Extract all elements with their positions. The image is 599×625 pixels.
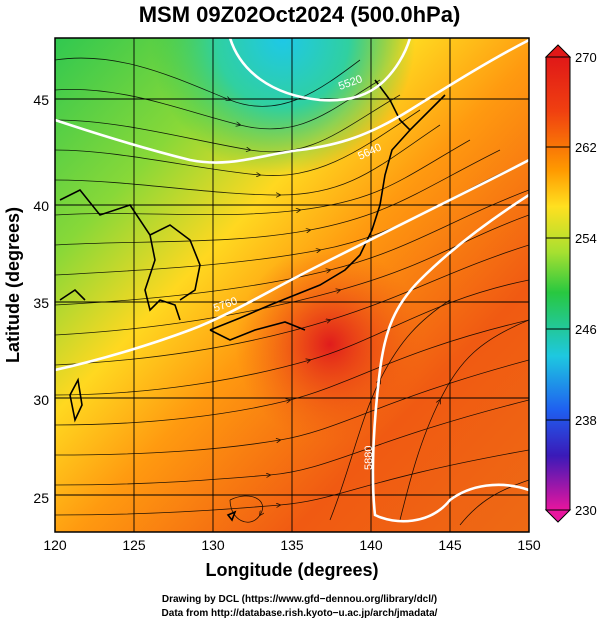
x-tick-label: 145 (438, 537, 462, 553)
lat-lon-grid (55, 38, 529, 532)
footer-credit-drawing: Drawing by DCL (https://www.gfd−dennou.o… (161, 594, 438, 605)
y-tick-label: 30 (33, 392, 49, 408)
colorbar-scale (545, 56, 571, 511)
y-tick-label: 35 (33, 295, 49, 311)
contour-label: 5880 (363, 446, 375, 470)
temperature-field (55, 38, 529, 532)
x-tick-label: 140 (359, 537, 383, 553)
colorbar: 270 262 254 246 238 230 (544, 44, 597, 523)
x-tick-label: 130 (201, 537, 225, 553)
colorbar-max-arrow (544, 44, 572, 58)
colorbar-label: 262 (575, 140, 597, 155)
colorbar-label: 246 (575, 322, 597, 337)
y-tick-label: 45 (33, 92, 49, 108)
y-axis-title: Latitude (degrees) (3, 207, 23, 363)
x-tick-label: 135 (280, 537, 304, 553)
colorbar-label: 238 (575, 413, 597, 428)
y-tick-label: 25 (33, 490, 49, 506)
chart-title: MSM 09Z02Oct2024 (500.0hPa) (138, 2, 461, 27)
height-contours (55, 38, 529, 523)
colorbar-label: 230 (575, 503, 597, 518)
x-axis-title: Longitude (degrees) (205, 560, 378, 580)
colorbar-label: 254 (575, 231, 597, 246)
x-tick-label: 125 (122, 537, 146, 553)
x-tick-labels: 120 125 130 135 140 145 150 (43, 537, 541, 553)
y-tick-labels: 25 30 35 40 45 (33, 92, 49, 506)
x-tick-label: 150 (517, 537, 541, 553)
colorbar-label: 270 (575, 50, 597, 65)
colorbar-min-arrow (544, 509, 572, 523)
footer-credit-data: Data from http://database.rish.kyoto−u.a… (161, 608, 438, 619)
plot-frame (54, 37, 530, 533)
x-tick-label: 120 (43, 537, 67, 553)
y-tick-label: 40 (33, 198, 49, 214)
